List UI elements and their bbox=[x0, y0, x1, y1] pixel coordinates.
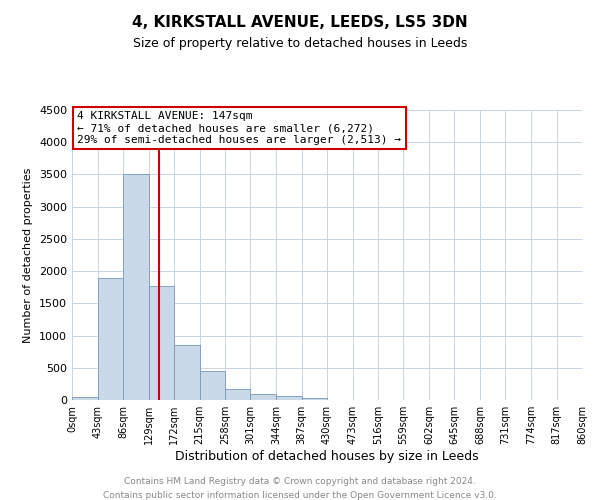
Bar bbox=[123, 174, 149, 400]
Bar bbox=[72, 398, 97, 400]
Bar bbox=[97, 278, 123, 400]
Bar bbox=[225, 388, 251, 400]
Bar bbox=[149, 286, 174, 400]
Text: 4 KIRKSTALL AVENUE: 147sqm
← 71% of detached houses are smaller (6,272)
29% of s: 4 KIRKSTALL AVENUE: 147sqm ← 71% of deta… bbox=[77, 112, 401, 144]
Text: Contains HM Land Registry data © Crown copyright and database right 2024.: Contains HM Land Registry data © Crown c… bbox=[124, 478, 476, 486]
Bar bbox=[276, 396, 302, 400]
Bar bbox=[251, 394, 276, 400]
Text: Contains public sector information licensed under the Open Government Licence v3: Contains public sector information licen… bbox=[103, 491, 497, 500]
Text: 4, KIRKSTALL AVENUE, LEEDS, LS5 3DN: 4, KIRKSTALL AVENUE, LEEDS, LS5 3DN bbox=[132, 15, 468, 30]
X-axis label: Distribution of detached houses by size in Leeds: Distribution of detached houses by size … bbox=[175, 450, 479, 463]
Bar bbox=[174, 345, 199, 400]
Y-axis label: Number of detached properties: Number of detached properties bbox=[23, 168, 34, 342]
Bar bbox=[199, 371, 225, 400]
Bar bbox=[302, 398, 327, 400]
Text: Size of property relative to detached houses in Leeds: Size of property relative to detached ho… bbox=[133, 38, 467, 51]
